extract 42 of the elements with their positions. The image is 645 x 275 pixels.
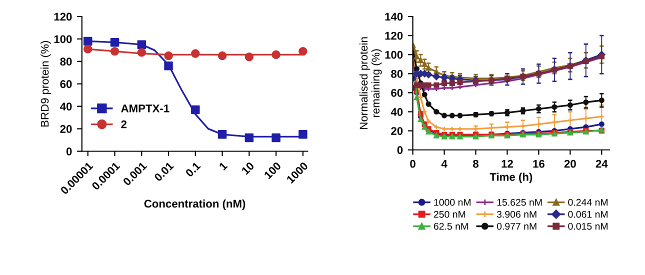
- legend-label: 0.244 nM: [568, 198, 608, 206]
- legend-label: 2: [121, 120, 127, 128]
- y-axis-title: BRD9 protein (%): [40, 41, 51, 126]
- x-axis-title: Concentration (nM): [144, 199, 246, 210]
- x-axis-title: Time (h): [490, 172, 532, 184]
- y-tick-label: 20: [60, 125, 72, 133]
- y-tick-label: 60: [60, 80, 72, 88]
- y-tick-label: 40: [60, 102, 72, 110]
- y-tick-label: 120: [385, 32, 403, 40]
- x-tick-label: 10: [241, 162, 255, 175]
- x-tick-label: 16: [533, 160, 544, 168]
- y-tick-label: 80: [60, 58, 72, 66]
- y-tick-label: 100: [54, 35, 72, 44]
- x-tick-label: 8: [473, 160, 478, 168]
- y-tick-label: 40: [390, 108, 403, 116]
- legend-label: 0.015 nM: [568, 222, 608, 230]
- x-tick-label: 0.01: [154, 161, 174, 182]
- y-tick-label: 20: [391, 127, 403, 135]
- legend-label: 3.906 nM: [496, 210, 536, 218]
- x-tick-label: 4: [441, 160, 448, 168]
- x-tick-label: 0.1: [185, 161, 201, 178]
- legend-label: 62.5 nM: [434, 222, 468, 230]
- y-tick-label: 80: [391, 70, 403, 78]
- x-tick-label: 12: [502, 160, 513, 168]
- x-tick-label: 100: [264, 162, 282, 180]
- legend-label: AMPTX-1: [121, 104, 170, 112]
- y-axis-title: Normalised protein remaining (%): [359, 37, 382, 129]
- legend-label: 250 nM: [434, 210, 466, 218]
- x-tick-label: 0: [410, 160, 416, 168]
- x-tick-label: 20: [564, 160, 576, 168]
- x-tick-label: 24: [596, 160, 608, 168]
- y-tick-label: 120: [54, 12, 72, 21]
- legend-label: 0.977 nM: [496, 222, 536, 230]
- y-tick-label: 140: [385, 12, 403, 21]
- legend-label: 1000 nM: [434, 198, 470, 206]
- y-tick-label: 100: [385, 50, 403, 59]
- y-tick-label: 60: [391, 88, 403, 97]
- legend-label: 0.061 nM: [568, 210, 608, 218]
- y-tick-label: 0: [397, 146, 403, 154]
- x-tick-label: 1: [218, 161, 228, 171]
- legend-label: 15.625 nM: [497, 198, 542, 206]
- y-tick-label: 0: [66, 148, 72, 156]
